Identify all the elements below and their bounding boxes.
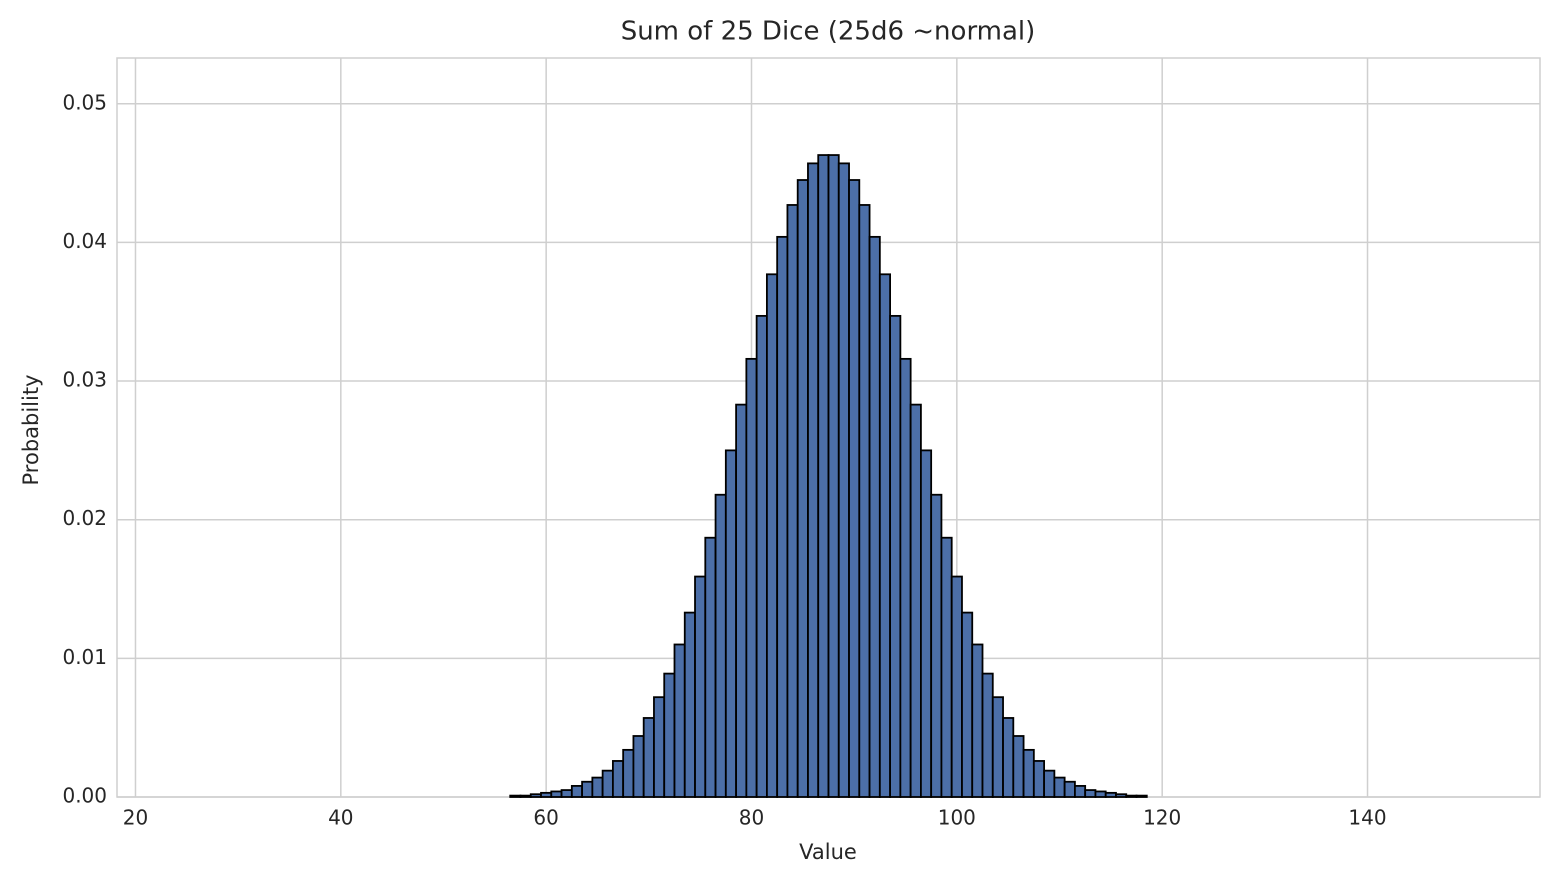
bar [807,162,820,798]
bar [1032,760,1046,798]
y-tick-label: 0.03 [62,368,107,392]
x-tick-label: 20 [123,806,148,830]
bar [868,235,881,798]
bar [981,672,994,798]
bar [591,776,604,798]
bar [509,794,522,798]
bar [724,449,737,798]
bar [889,314,902,798]
bar [1074,785,1087,798]
bar [1012,735,1025,798]
bar [1135,794,1148,798]
bar [540,791,553,798]
x-tick-label: 40 [328,806,353,830]
bar [581,780,594,798]
y-tick-label: 0.05 [62,90,107,114]
bar [1043,769,1056,798]
bar [1022,748,1035,798]
bar [848,179,861,798]
bar [899,357,912,798]
x-tick-label: 60 [533,806,558,830]
y-tick-label: 0.04 [62,229,107,253]
bar [1115,793,1128,798]
x-tick-label: 140 [1348,806,1386,830]
bar [1053,776,1066,798]
bar [1084,789,1097,798]
bar [622,748,635,798]
bar [663,672,676,798]
bar [971,643,984,798]
bar [991,696,1004,798]
bar [642,717,655,798]
bar [673,643,686,798]
bar [837,162,850,798]
bar [909,403,922,798]
bar [714,493,727,798]
y-tick-label: 0.02 [62,506,107,530]
bar [796,179,809,798]
bar [745,357,758,798]
bar [519,794,532,798]
bar [601,769,614,798]
y-tick-label: 0.01 [62,645,107,669]
bar [950,575,963,798]
bar [1125,794,1138,798]
bar [878,273,892,798]
bar [1104,791,1117,798]
x-tick-label: 120 [1143,806,1181,830]
bar [786,204,799,798]
bar [611,760,625,798]
bar [694,575,707,798]
bar [632,735,645,798]
bar [755,314,768,798]
bar [827,154,840,798]
bar [1094,790,1107,798]
bar [653,696,666,798]
bar [529,793,542,798]
y-tick-label: 0.00 [62,784,107,808]
bar [735,403,748,798]
bar [550,790,563,798]
bar [817,154,830,798]
bar [858,204,871,798]
bar [930,493,943,798]
bar [1002,717,1015,798]
x-axis-label: Value [799,840,857,864]
bar [683,611,696,798]
bar [765,273,779,798]
bar [940,536,953,798]
x-tick-label: 100 [938,806,976,830]
bar [961,611,974,798]
x-tick-label: 80 [739,806,764,830]
y-axis-label: Probability [19,374,43,485]
bar [560,789,573,798]
chart-title: Sum of 25 Dice (25d6 ~normal) [621,17,1036,47]
bar [570,785,583,798]
bar [920,449,933,798]
bar [776,235,789,798]
bar [704,536,717,798]
bar [1063,780,1076,798]
